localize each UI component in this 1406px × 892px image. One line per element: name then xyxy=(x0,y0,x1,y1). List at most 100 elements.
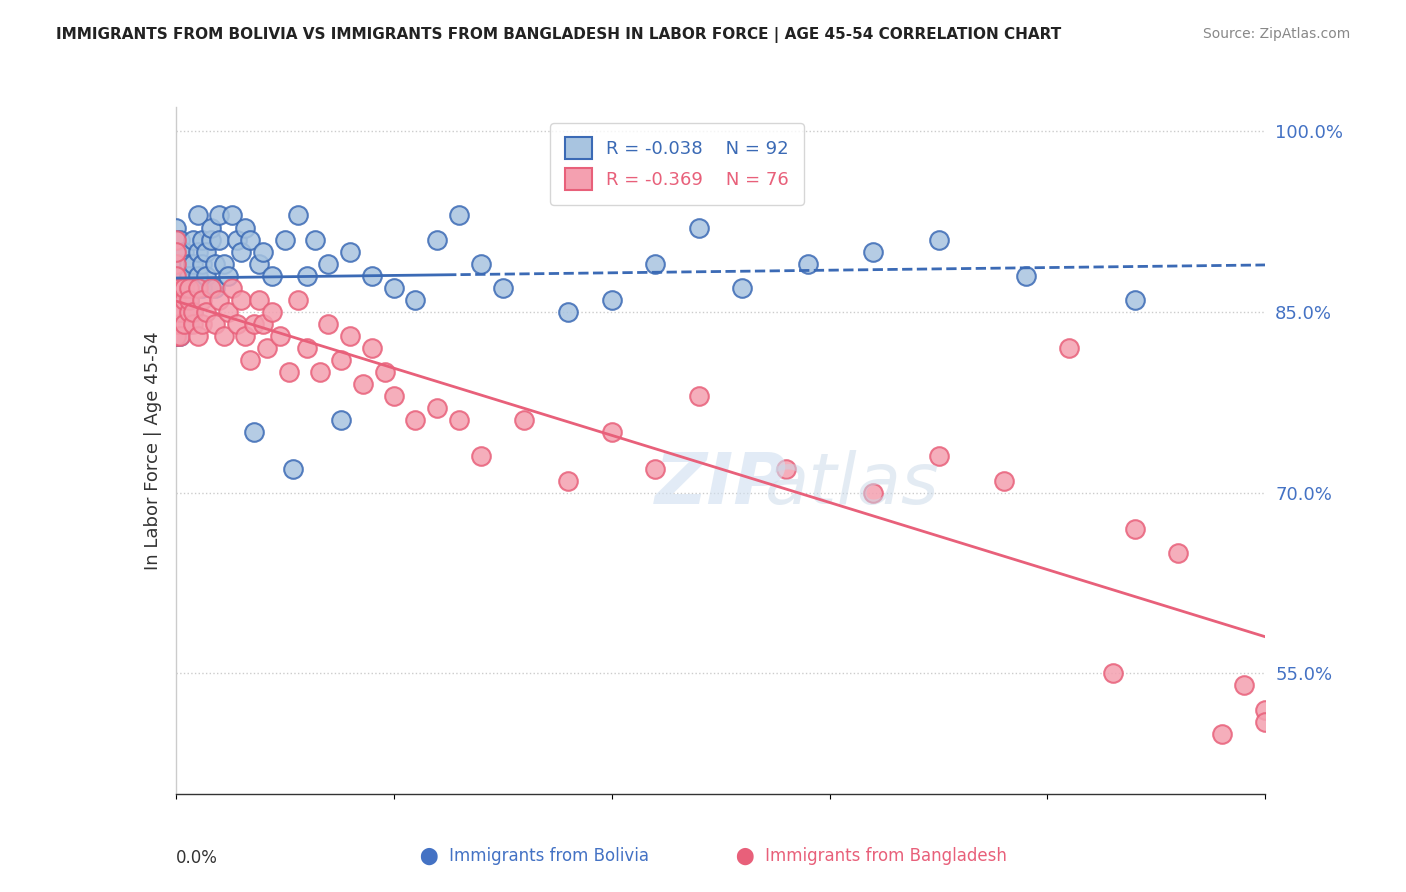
Point xyxy=(191,233,214,247)
Point xyxy=(247,293,270,307)
Point xyxy=(260,305,283,319)
Point xyxy=(165,329,187,343)
Point xyxy=(165,305,187,319)
Point xyxy=(731,281,754,295)
Point xyxy=(1254,714,1277,729)
Point xyxy=(447,209,470,223)
Point xyxy=(243,317,266,331)
Point xyxy=(295,341,318,355)
Point xyxy=(225,317,247,331)
Point xyxy=(173,293,195,307)
Point xyxy=(339,244,361,259)
Point xyxy=(221,209,243,223)
Point xyxy=(165,244,187,259)
Point xyxy=(600,293,623,307)
Point xyxy=(169,281,191,295)
Text: 0.0%: 0.0% xyxy=(176,849,218,867)
Point xyxy=(208,233,231,247)
Point xyxy=(287,209,309,223)
Point xyxy=(169,244,191,259)
Legend: R = -0.038    N = 92, R = -0.369    N = 76: R = -0.038 N = 92, R = -0.369 N = 76 xyxy=(550,123,804,205)
Point xyxy=(165,233,187,247)
Point xyxy=(1123,522,1146,536)
Text: ⬤  Immigrants from Bangladesh: ⬤ Immigrants from Bangladesh xyxy=(737,847,1007,865)
Point xyxy=(181,305,204,319)
Point xyxy=(169,281,191,295)
Point xyxy=(186,281,209,295)
Point xyxy=(173,268,195,283)
Point xyxy=(165,317,187,331)
Point xyxy=(169,305,191,319)
Point xyxy=(165,268,187,283)
Point xyxy=(191,317,214,331)
Point xyxy=(195,244,218,259)
Point xyxy=(191,281,214,295)
Point xyxy=(200,233,222,247)
Point xyxy=(1057,341,1080,355)
Point xyxy=(165,220,187,235)
Point xyxy=(169,268,191,283)
Point xyxy=(200,220,222,235)
Point xyxy=(165,281,187,295)
Point xyxy=(165,268,187,283)
Point xyxy=(239,233,262,247)
Point xyxy=(173,257,195,271)
Point xyxy=(360,268,382,283)
Point xyxy=(165,293,187,307)
Point xyxy=(208,293,231,307)
Point xyxy=(252,244,274,259)
Point xyxy=(177,317,200,331)
Point xyxy=(382,389,405,403)
Point xyxy=(186,329,209,343)
Text: IMMIGRANTS FROM BOLIVIA VS IMMIGRANTS FROM BANGLADESH IN LABOR FORCE | AGE 45-54: IMMIGRANTS FROM BOLIVIA VS IMMIGRANTS FR… xyxy=(56,27,1062,43)
Point xyxy=(169,293,191,307)
Point xyxy=(165,244,187,259)
Point xyxy=(173,293,195,307)
Point xyxy=(330,413,353,427)
Point xyxy=(177,281,200,295)
Point xyxy=(862,244,884,259)
Point xyxy=(165,293,187,307)
Point xyxy=(382,281,405,295)
Point xyxy=(1102,666,1125,681)
Point xyxy=(165,317,187,331)
Point xyxy=(173,305,195,319)
Point xyxy=(165,329,187,343)
Point xyxy=(177,293,200,307)
Point xyxy=(260,268,283,283)
Point xyxy=(235,220,257,235)
Point xyxy=(1232,678,1256,692)
Point xyxy=(1254,702,1277,716)
Y-axis label: In Labor Force | Age 45-54: In Labor Force | Age 45-54 xyxy=(143,331,162,570)
Text: ⬤  Immigrants from Bolivia: ⬤ Immigrants from Bolivia xyxy=(420,847,648,865)
Point xyxy=(928,450,950,464)
Point xyxy=(1015,268,1038,283)
Point xyxy=(181,233,204,247)
Point xyxy=(173,244,195,259)
Point xyxy=(308,365,330,379)
Point xyxy=(165,281,187,295)
Point xyxy=(278,365,301,379)
Point xyxy=(169,317,191,331)
Point xyxy=(212,329,235,343)
Point xyxy=(173,317,195,331)
Point xyxy=(600,425,623,440)
Point xyxy=(688,389,710,403)
Point xyxy=(165,317,187,331)
Point xyxy=(256,341,278,355)
Point xyxy=(269,329,291,343)
Point xyxy=(405,293,427,307)
Point xyxy=(644,461,666,475)
Point xyxy=(688,220,710,235)
Point xyxy=(191,257,214,271)
Point xyxy=(339,329,361,343)
Point xyxy=(235,329,257,343)
Point xyxy=(447,413,470,427)
Point xyxy=(165,233,187,247)
Point xyxy=(200,281,222,295)
Point xyxy=(352,377,374,392)
Point xyxy=(1123,293,1146,307)
Point xyxy=(862,485,884,500)
Point xyxy=(191,293,214,307)
Point xyxy=(928,233,950,247)
